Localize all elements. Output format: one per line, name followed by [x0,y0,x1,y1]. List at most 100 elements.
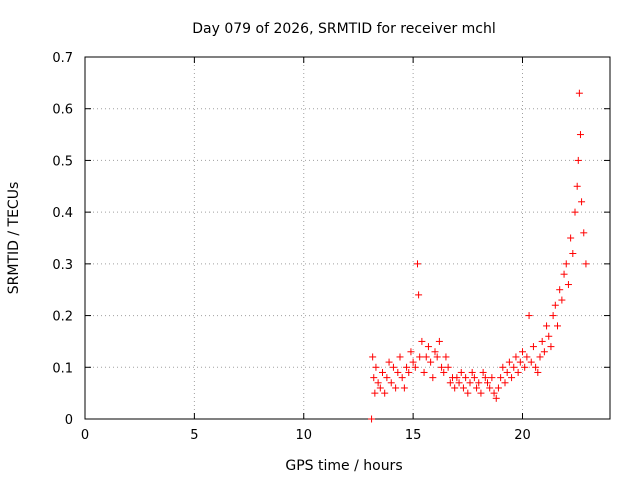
data-point [431,348,439,356]
data-point [554,322,561,330]
data-point [538,337,546,345]
data-point [523,353,531,361]
data-point [457,368,465,376]
data-point [403,363,411,371]
data-point [411,363,419,371]
data-point [473,384,481,392]
data-point [429,374,437,382]
data-point [396,353,404,361]
data-point [459,384,467,392]
data-point [394,368,402,376]
data-point [470,374,478,382]
data-point [416,353,424,361]
data-point [573,182,581,190]
data-point [578,198,586,206]
data-point [427,358,435,366]
data-point [484,379,491,387]
tick-group: 0 5 10 15 20 0 0.1 0.2 0.3 0.4 0.5 0.6 0.7 [52,51,610,443]
y-axis-label: SRMTID / TECUs [6,182,22,295]
data-point [407,348,415,356]
grid-group [85,57,610,419]
data-point [492,394,500,402]
data-point [499,363,507,371]
y-tick-label: 0.4 [52,206,73,221]
data-point [438,363,446,371]
data-point [464,389,472,397]
data-point [372,363,380,371]
data-point [536,353,544,361]
data-point [422,353,430,361]
data-point [466,379,474,387]
data-point [564,281,572,289]
data-point [582,260,590,268]
data-point [540,348,548,356]
data-point [462,374,470,382]
data-point [505,358,513,366]
data-point [383,374,391,382]
y-tick-label: 0.3 [52,258,73,273]
x-tick-label: 0 [81,428,89,443]
data-point [534,368,542,376]
data-point [508,374,516,382]
data-point [497,374,505,382]
data-point [442,353,450,361]
data-point [475,379,483,387]
data-point [532,363,540,371]
y-tick-label: 0.5 [52,154,73,169]
data-point [503,368,511,376]
data-point [525,312,533,320]
data-point [435,337,443,345]
data-point [580,229,588,237]
data-point [400,384,408,392]
data-point [575,89,583,97]
data-point [414,260,421,268]
data-point [512,353,520,361]
data-point [444,363,452,371]
data-point [374,379,382,387]
x-tick-label: 15 [405,428,422,443]
data-point [521,363,529,371]
chart-title: Day 079 of 2026, SRMTID for receiver mch… [192,21,496,37]
data-point [369,353,377,361]
x-tick-label: 10 [295,428,312,443]
y-tick-label: 0 [65,413,73,428]
y-tick-label: 0.7 [52,51,73,66]
data-point [455,379,463,387]
data-point [398,374,406,382]
y-tick-label: 0.1 [52,361,73,376]
data-point [385,358,393,366]
data-point [440,368,448,376]
x-axis-label: GPS time / hours [285,458,402,474]
data-point [420,368,428,376]
data-point [510,363,518,371]
data-point [424,343,432,351]
data-point [551,301,559,309]
data-point [481,374,489,382]
data-point [527,358,535,366]
data-point [560,270,568,278]
data-point [433,353,441,361]
data-point [501,379,509,387]
data-point [567,234,575,242]
data-point [545,332,553,340]
data-point [547,343,555,351]
data-point [549,312,557,320]
plot-frame [84,56,611,420]
data-point [574,156,582,164]
data-point [490,389,498,397]
data-point [519,348,526,356]
data-point [488,374,496,382]
data-point [576,131,584,139]
data-point [405,368,413,376]
y-tick-label: 0.2 [52,310,73,325]
data-point [376,384,384,392]
data-point [494,384,502,392]
data-point [415,291,423,299]
data-point [571,208,579,216]
data-point [451,384,459,392]
data-point [558,296,566,304]
data-point [514,368,522,376]
data-point [477,389,485,397]
data-point [556,286,564,294]
x-tick-label: 20 [514,428,531,443]
